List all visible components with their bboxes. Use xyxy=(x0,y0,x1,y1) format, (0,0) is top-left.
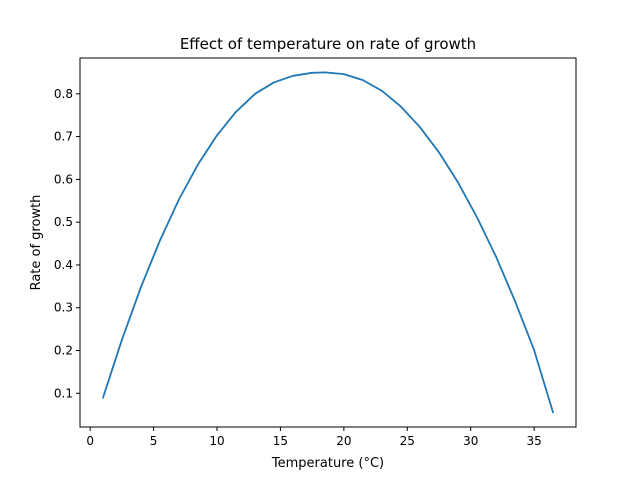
x-tick-label: 20 xyxy=(336,434,351,448)
y-tick-label: 0.3 xyxy=(54,301,73,315)
y-tick-label: 0.1 xyxy=(54,386,73,400)
x-tick-label: 25 xyxy=(400,434,415,448)
y-axis-label: Rate of growth xyxy=(29,195,44,291)
x-axis-label: Temperature (°C) xyxy=(271,456,384,471)
x-tick-label: 15 xyxy=(273,434,288,448)
y-axis-ticks: 0.1 0.2 0.3 0.4 0.5 0.6 0.7 0.8 xyxy=(54,87,80,400)
y-tick-label: 0.2 xyxy=(54,344,73,358)
x-tick-label: 10 xyxy=(209,434,224,448)
plot-area xyxy=(101,71,555,414)
y-tick-label: 0.7 xyxy=(54,130,73,144)
x-tick-label: 35 xyxy=(526,434,541,448)
x-tick-label: 5 xyxy=(150,434,158,448)
y-tick-label: 0.4 xyxy=(54,258,73,272)
axes-frame xyxy=(79,57,577,428)
y-tick-label: 0.6 xyxy=(54,172,73,186)
y-tick-label: 0.8 xyxy=(54,87,73,101)
x-tick-label: 0 xyxy=(86,434,94,448)
chart-title: Effect of temperature on rate of growth xyxy=(180,35,476,53)
x-axis-ticks: 0 5 10 15 20 25 30 35 xyxy=(86,427,542,448)
series-line xyxy=(101,71,555,414)
x-tick-label: 30 xyxy=(463,434,478,448)
y-tick-label: 0.5 xyxy=(54,215,73,229)
